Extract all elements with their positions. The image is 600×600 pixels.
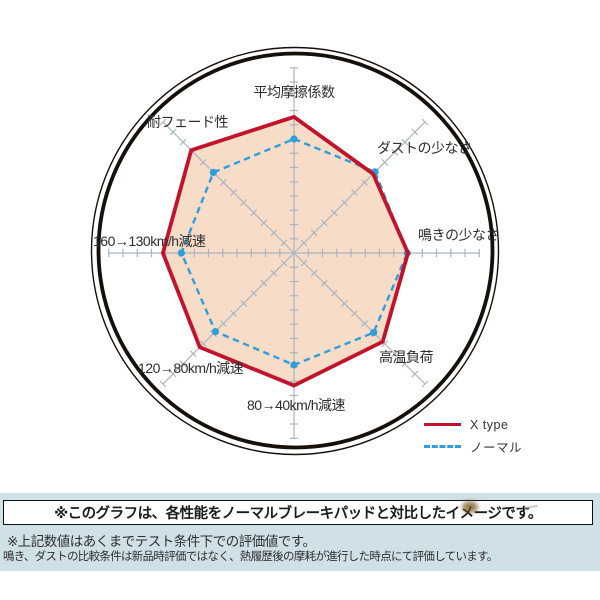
radar-tick [159, 380, 167, 388]
radar-tick [199, 158, 207, 166]
radar-tick [240, 299, 248, 307]
outer-ring-thin [90, 46, 500, 456]
radar-tick [351, 189, 358, 196]
footnote-wear-evaluation: 鳴き、ダストの比較条件は新品時評価ではなく、熱履歴後の摩耗が進行した時点にて評価… [3, 551, 498, 563]
legend-label-xtype: X type [470, 417, 509, 432]
radar-tick [401, 360, 409, 368]
radar-tick [391, 350, 399, 358]
radar-tick [411, 370, 419, 378]
normal-marker [290, 361, 298, 369]
radar-tick [340, 299, 348, 307]
normal-marker [290, 135, 298, 143]
radar-tick [381, 158, 389, 166]
normal-marker [209, 168, 217, 176]
radar-tick [300, 239, 308, 247]
xtype-line-swatch [424, 423, 461, 426]
radar-tick [250, 209, 258, 217]
radar-tick [199, 340, 207, 348]
radar-tick [270, 269, 278, 277]
outer-ring-thick [96, 51, 495, 450]
radar-axis [162, 121, 295, 254]
normal-marker [177, 249, 185, 257]
radar-tick [230, 310, 237, 317]
radar-tick [330, 289, 338, 297]
radar-tick [230, 189, 237, 196]
footer-band: ※このグラフは、各性能をノーマルブレーキパッドと対比したイメージです。 ※上記数… [0, 493, 600, 571]
radar-tick [169, 128, 177, 136]
axis-label: 平均摩擦係数 [254, 84, 335, 100]
comparison-note-box: ※このグラフは、各性能をノーマルブレーキパッドと対比したイメージです。 [3, 500, 593, 525]
axis-label: ダストの少なさ [377, 140, 472, 156]
radar-tick [391, 148, 399, 156]
chart-legend: X type ノーマル [424, 417, 523, 455]
radar-tick [220, 179, 227, 186]
radar-tick [351, 310, 358, 317]
radar-tick [300, 259, 308, 267]
axis-label: 120→80km/h減速 [138, 360, 244, 376]
radar-tick [310, 269, 318, 277]
radar-tick [361, 320, 368, 327]
radar-tick [330, 209, 338, 217]
radar-tick [280, 239, 288, 247]
axis-label: 80→40km/h減速 [247, 397, 345, 413]
comparison-note-text: ※このグラフは、各性能をノーマルブレーキパッドと対比したイメージです。 [54, 506, 542, 522]
radar-tick [189, 350, 197, 358]
radar-tick [240, 199, 248, 207]
radar-tick [361, 179, 368, 186]
axis-label: 鳴きの少なさ [418, 227, 499, 243]
radar-tick [270, 229, 278, 237]
legend-item-xtype: X type [424, 417, 522, 432]
legend-item-normal: ノーマル [424, 439, 523, 455]
axis-label: 高温負荷 [379, 349, 433, 365]
axis-label: 耐フェード性 [147, 114, 228, 130]
radar-tick [159, 118, 167, 126]
radar-tick [250, 289, 258, 297]
footnote-test-conditions: ※上記数値はあくまでテスト条件下での評価値です。 [7, 534, 316, 549]
radar-tick [421, 118, 429, 126]
radar-tick [179, 360, 187, 368]
radar-tick [280, 259, 288, 267]
radar-tick [320, 219, 328, 227]
scan-smudge [462, 501, 478, 513]
axis-label: 160→130km/h減速 [93, 233, 206, 249]
xtype-polygon [160, 114, 411, 388]
normal-marker [211, 328, 219, 336]
radar-tick [381, 340, 389, 348]
normal-line-swatch [424, 445, 461, 448]
radar-tick [411, 128, 419, 136]
radar-tick [260, 279, 268, 287]
radar-axis [293, 121, 426, 254]
radar-tick [310, 229, 318, 237]
radar-tick [401, 138, 409, 146]
legend-label-normal: ノーマル [470, 441, 523, 455]
radar-tick [421, 380, 429, 388]
radar-tick [320, 279, 328, 287]
radar-tick [220, 320, 227, 327]
radar-tick [260, 219, 268, 227]
xtype-fill-area [162, 116, 408, 386]
radar-axis [293, 252, 426, 385]
radar-tick [169, 370, 177, 378]
radar-tick [179, 138, 187, 146]
normal-marker [370, 329, 378, 337]
radar-tick [340, 199, 348, 207]
radar-axis [162, 252, 295, 385]
